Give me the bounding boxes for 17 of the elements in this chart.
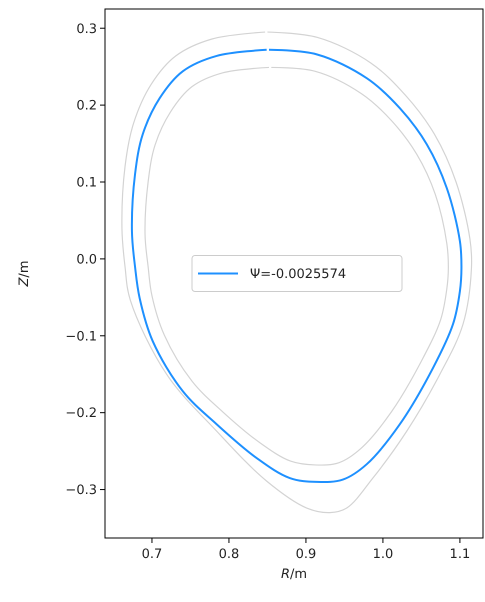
y-tick-label: 0.1 (76, 176, 97, 191)
x-tick-label: 0.8 (218, 547, 240, 562)
y-tick-label: 0.3 (76, 22, 97, 37)
x-tick-label: 0.9 (296, 547, 316, 562)
y-tick-label: −0.3 (65, 483, 97, 498)
legend-label: Ψ=-0.0025574 (250, 267, 346, 282)
y-tick-label: −0.2 (65, 406, 97, 422)
legend: Ψ=-0.0025574 (192, 255, 402, 292)
x-tick-label: 0.7 (142, 547, 162, 562)
line-series (144, 66, 449, 466)
x-axis-title: R/m (280, 567, 308, 582)
y-tick-label: −0.1 (65, 329, 97, 344)
x-tick-label: 1.0 (372, 547, 394, 562)
y-tick-label: 0.0 (76, 252, 97, 268)
y-tick-label: 0.2 (76, 98, 97, 114)
y-axis-title: Z/m (17, 260, 32, 288)
x-tick-label: 1.1 (450, 547, 470, 562)
